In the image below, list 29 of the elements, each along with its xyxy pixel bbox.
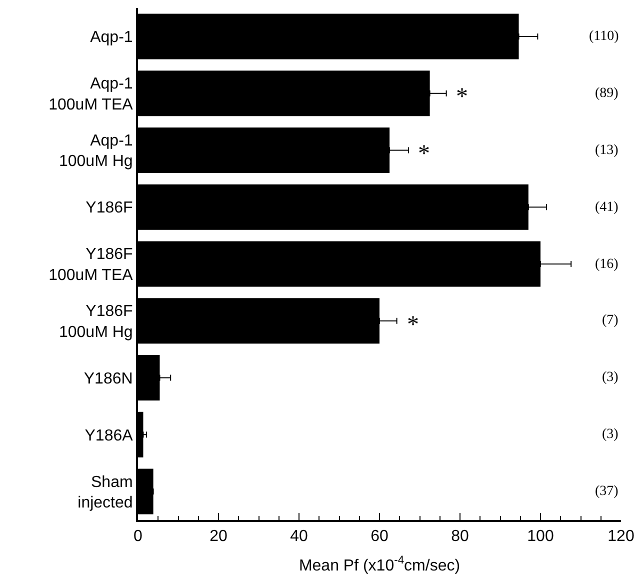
x-tick-label: 100 [527,528,554,546]
x-tick-label: 0 [134,528,143,546]
x-axis-title: Mean Pf (x10$^{-4}$cm/sec) [298,554,460,574]
y-tick-label: Y186F 100uM Hg [58,303,134,341]
data-label: * [407,312,419,338]
annotation: (3) [602,427,619,442]
y-tick-label: Y186A [84,427,134,444]
annotation: (110) [589,29,620,44]
annotation: (16) [595,257,619,272]
annotation: (3) [602,370,619,385]
y-tick-label: Y186N [84,370,133,388]
data-label: * [418,141,430,167]
y-tick-label: Aqp-1 100uM Hg [58,132,133,170]
x-tick-label: 120 [608,528,634,546]
y-tick-label: Y186F 100uM TEA [48,246,134,284]
x-tick-label: 80 [451,528,469,546]
annotation: (7) [602,313,619,328]
y-tick-label: Aqp-1 [90,29,133,46]
x-tick-label: 20 [210,528,228,546]
annotation: (41) [595,200,619,215]
annotation: (37) [595,484,619,499]
y-tick-label: Sham injected [78,474,133,512]
annotation: (13) [595,143,619,158]
x-tick-label: 60 [370,528,388,546]
annotation: (89) [595,86,619,101]
data-label: * [456,84,468,110]
y-tick-label: Y186F [86,200,134,217]
x-tick-label: 40 [290,528,308,546]
y-tick-label: Aqp-1 100uM TEA [48,76,134,114]
